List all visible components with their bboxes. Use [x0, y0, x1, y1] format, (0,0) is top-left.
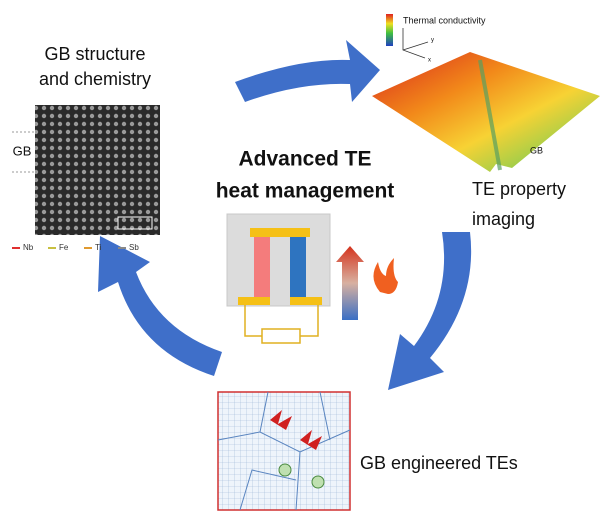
n-leg — [290, 237, 306, 297]
electrode — [238, 297, 270, 305]
tem-image — [35, 105, 160, 235]
grain-boundary — [217, 391, 351, 511]
gb-label: GB — [13, 143, 32, 158]
circuit-wire — [244, 305, 319, 337]
heat-arrow — [336, 246, 364, 320]
carrier-icon — [311, 475, 325, 489]
gb-trough — [478, 59, 502, 171]
electrode — [290, 297, 322, 305]
center-title: heat management — [216, 180, 395, 203]
p-leg — [254, 237, 270, 297]
phonon-icon — [270, 410, 292, 430]
panel-caption: GB engineered TEs — [360, 453, 518, 473]
axis-label: y — [431, 38, 434, 44]
conductivity-surface — [372, 52, 600, 172]
phonon-icon — [300, 430, 322, 450]
battery — [261, 328, 301, 344]
axis-label: x — [428, 58, 431, 64]
center-title: Advanced TE — [238, 148, 371, 171]
colorbar — [386, 14, 393, 46]
panel-caption: imaging — [472, 209, 535, 229]
legend-label: Ti — [95, 243, 102, 252]
scale-bar — [117, 216, 153, 230]
carrier-icon — [278, 463, 292, 477]
flame-icon — [373, 258, 398, 294]
legend-label: Sb — [129, 243, 139, 252]
panel-caption: TE property — [472, 179, 566, 199]
grain-image — [217, 391, 351, 511]
gb-label: GB — [530, 145, 543, 155]
colorbar-label: Thermal conductivity — [403, 15, 486, 25]
panel-title: and chemistry — [39, 69, 151, 89]
legend-label: Nb — [23, 243, 34, 252]
cycle-arrow — [235, 40, 380, 102]
panel-title: GB structure — [44, 44, 145, 64]
axes-glyph — [402, 28, 429, 59]
cycle-arrow — [98, 236, 222, 376]
cycle-arrow — [388, 232, 472, 390]
electrode — [250, 228, 310, 237]
legend-label: Fe — [59, 243, 69, 252]
device-box — [226, 213, 331, 307]
